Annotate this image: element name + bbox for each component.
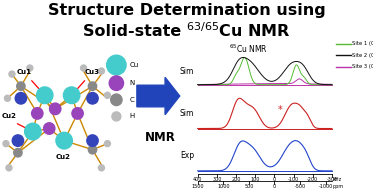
- Text: ppm: ppm: [333, 184, 344, 189]
- Text: NMR: NMR: [145, 131, 176, 144]
- Text: Cu3: Cu3: [85, 69, 100, 75]
- Text: 1000: 1000: [217, 184, 229, 189]
- Circle shape: [27, 65, 33, 71]
- Circle shape: [98, 165, 104, 171]
- Text: 1500: 1500: [191, 184, 204, 189]
- Text: 0: 0: [273, 184, 276, 189]
- Text: $^{65}$Cu NMR: $^{65}$Cu NMR: [229, 42, 268, 55]
- Circle shape: [32, 108, 43, 119]
- Circle shape: [87, 93, 98, 104]
- Circle shape: [87, 135, 98, 146]
- Circle shape: [25, 123, 41, 140]
- Circle shape: [14, 149, 22, 157]
- Circle shape: [109, 76, 123, 90]
- Text: Sim: Sim: [179, 109, 194, 118]
- Circle shape: [56, 132, 72, 149]
- Text: 400: 400: [193, 177, 203, 182]
- Circle shape: [12, 135, 23, 146]
- Circle shape: [44, 123, 55, 134]
- Text: Solid-state: Solid-state: [83, 24, 186, 39]
- Text: kHz: kHz: [333, 177, 342, 182]
- Circle shape: [4, 95, 10, 101]
- Text: -1000: -1000: [319, 184, 333, 189]
- Circle shape: [50, 103, 61, 115]
- Circle shape: [107, 55, 126, 75]
- Circle shape: [111, 94, 122, 105]
- Text: H: H: [130, 113, 135, 119]
- Circle shape: [112, 112, 121, 121]
- Text: -100: -100: [288, 177, 299, 182]
- Circle shape: [3, 141, 9, 147]
- Text: 200: 200: [231, 177, 241, 182]
- Text: -200: -200: [307, 177, 318, 182]
- Text: Structure Determination using: Structure Determination using: [48, 3, 325, 18]
- Text: Site 1 (Cu1): Site 1 (Cu1): [352, 41, 373, 46]
- Text: Cu2: Cu2: [55, 154, 70, 160]
- Text: 300: 300: [212, 177, 222, 182]
- Text: Site 2 (Cu2): Site 2 (Cu2): [352, 53, 373, 58]
- Circle shape: [37, 87, 53, 104]
- Circle shape: [63, 87, 80, 104]
- Text: Cu: Cu: [130, 62, 139, 68]
- Text: 100: 100: [251, 177, 260, 182]
- Text: 0: 0: [273, 177, 276, 182]
- FancyArrow shape: [137, 77, 180, 115]
- Circle shape: [98, 68, 104, 74]
- Text: C: C: [130, 97, 135, 103]
- Circle shape: [88, 146, 97, 154]
- Circle shape: [81, 65, 87, 71]
- Circle shape: [72, 108, 83, 119]
- Text: Cu2: Cu2: [1, 113, 16, 119]
- Text: *: *: [278, 105, 283, 115]
- Circle shape: [17, 82, 25, 90]
- Text: N: N: [130, 80, 135, 86]
- Circle shape: [88, 82, 97, 90]
- Circle shape: [104, 141, 110, 147]
- Circle shape: [15, 93, 26, 104]
- Text: -300: -300: [326, 177, 338, 182]
- Text: 500: 500: [244, 184, 254, 189]
- Text: Exp: Exp: [180, 151, 194, 160]
- Circle shape: [6, 165, 12, 171]
- Text: -500: -500: [294, 184, 305, 189]
- Text: Site 3 (Cu3): Site 3 (Cu3): [352, 64, 373, 69]
- Circle shape: [104, 92, 110, 98]
- Text: $^{63/65}$Cu NMR: $^{63/65}$Cu NMR: [186, 22, 291, 40]
- Text: Sim: Sim: [179, 67, 194, 76]
- Text: Cu1: Cu1: [16, 69, 31, 75]
- Circle shape: [9, 71, 15, 77]
